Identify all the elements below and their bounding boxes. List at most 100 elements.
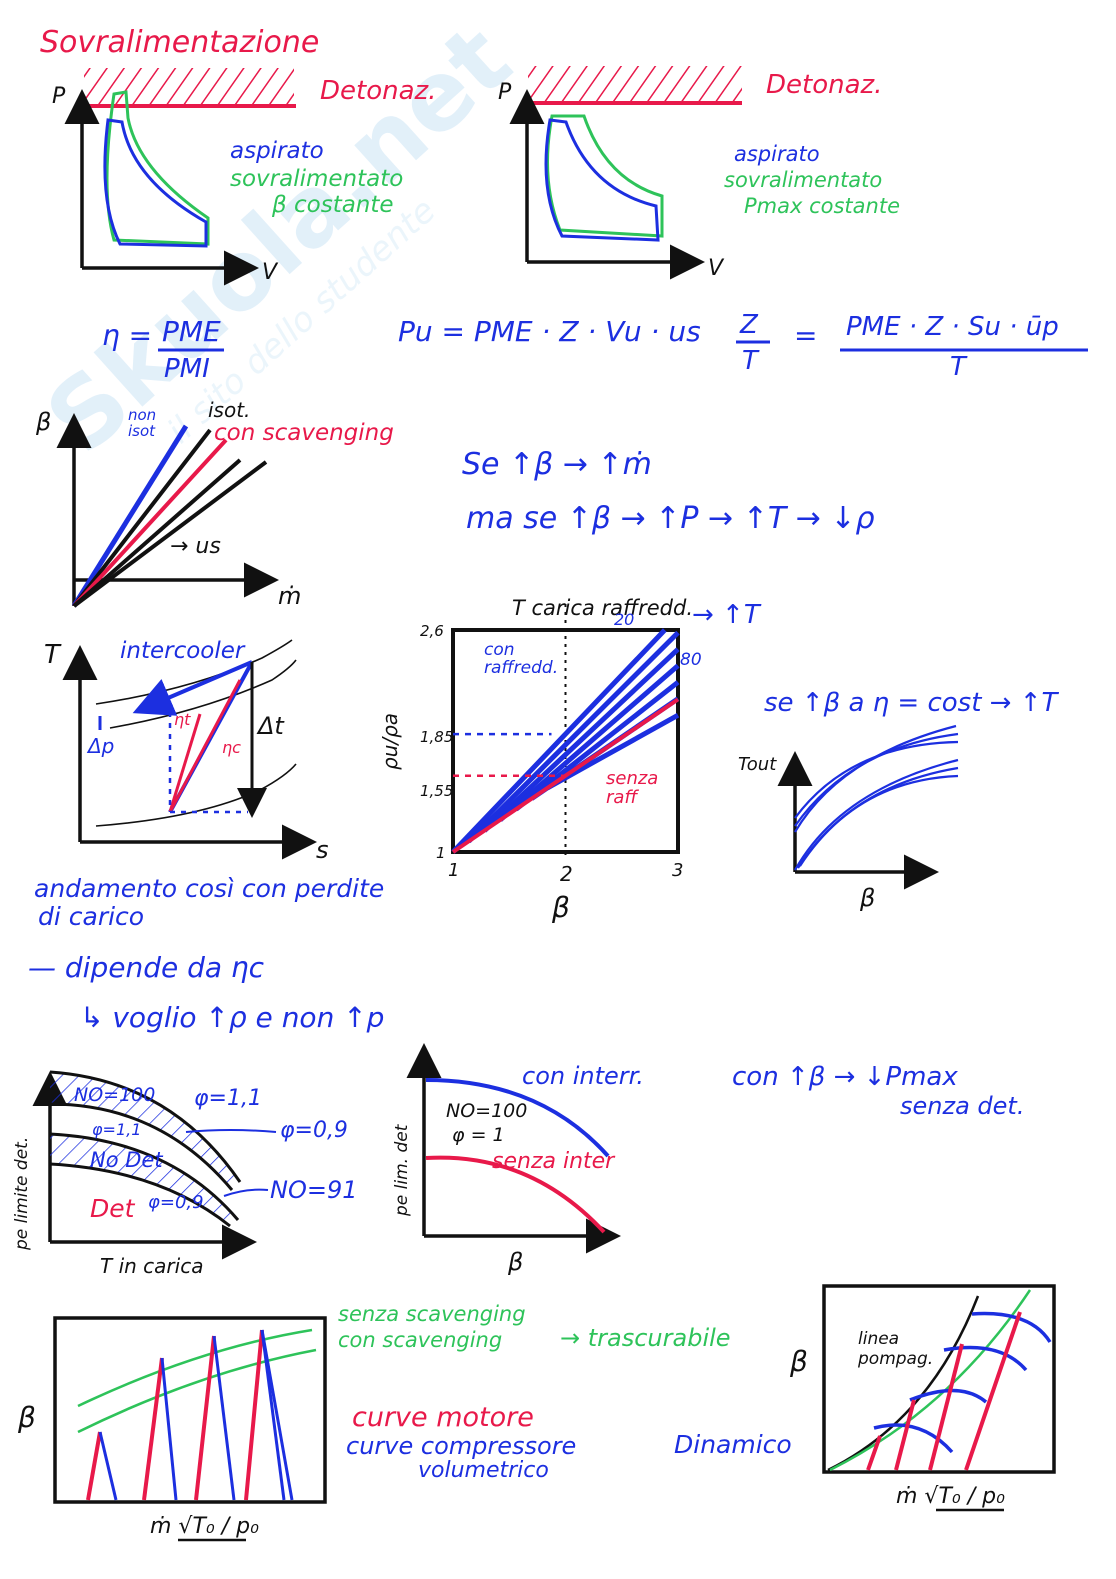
eta-denominator: PMI [164, 354, 210, 384]
ts-diagram [62, 639, 317, 860]
tout-diagram [777, 724, 959, 890]
red-line-1 [86, 1431, 102, 1501]
surge-line [827, 1295, 980, 1472]
pv-right-legend-supercharged: sovralimentato [724, 168, 883, 192]
engine-curve-1 [866, 1435, 882, 1471]
pv-left-xlabel: V [262, 260, 278, 285]
label-without-cooling: senza raff [606, 768, 659, 808]
pv-right-legend-aspirated: aspirato [734, 142, 820, 166]
page-title: Sovralimentazione [40, 25, 320, 60]
cooled-line [482, 647, 680, 833]
label-no100: NO=100 [74, 1084, 156, 1106]
label-no100-pe: NO=100 [446, 1100, 528, 1122]
speed-curve-4 [971, 1311, 1052, 1343]
speed-curve-2 [909, 1388, 988, 1404]
power-lhs: Pu = PME · Z · Vu · us [398, 315, 701, 348]
label-us: → us [170, 534, 221, 559]
cycle-supercharged-right [546, 114, 664, 238]
pv-right-legend-pmax: Pmax costante [744, 194, 900, 218]
note-pmax-1: con ↑β → ↓Pmax [732, 1062, 958, 1092]
pv-left-ylabel: P [52, 84, 66, 109]
line-label-80: 80 [680, 650, 702, 670]
ytick-2-6: 2,6 [420, 622, 444, 640]
ytick-1-85: 1,85 [420, 728, 454, 746]
note-beta-1: Se ↑β → ↑ṁ [462, 447, 652, 482]
dynamic-frame [822, 1284, 1056, 1474]
label-no91: NO=91 [270, 1176, 358, 1204]
label-det: Det [90, 1194, 135, 1223]
pv-right-xlabel: V [708, 256, 724, 281]
power-frac1-num: Z [740, 310, 758, 340]
volumetric-frame [53, 1316, 327, 1504]
cooled-line [498, 663, 680, 822]
label-eta-c: ηc [222, 738, 241, 757]
note-andamento-1: andamento così con perdite [34, 874, 385, 903]
label-compressor-curves: curve compressore [346, 1432, 577, 1460]
green-curve-upper [77, 1328, 313, 1408]
label-with-cooling: con raffredd. [484, 640, 559, 678]
label-delta-p: Δp [88, 734, 115, 758]
label-delta-t: Δt [258, 712, 284, 740]
ytick-1: 1 [436, 844, 446, 862]
intercooler-arrow [132, 660, 253, 716]
pe-ylabel: pe lim. det [392, 1124, 412, 1216]
note-pmax-2: senza det. [900, 1092, 1025, 1120]
tout-xlabel: β [860, 884, 876, 912]
vol-legend-without: senza scavenging [338, 1302, 526, 1326]
pv-left-legend-aspirated: aspirato [230, 138, 324, 164]
red-line-2 [142, 1357, 164, 1501]
label-engine-curves: curve motore [352, 1402, 534, 1433]
label-eta-t: ηt [174, 710, 191, 729]
detonation-label-left: Detonaz. [320, 76, 437, 106]
cooled-line [466, 630, 680, 844]
pe-beta-diagram [406, 1043, 621, 1254]
volumetric-diagram [53, 1316, 327, 1504]
line-non-isot [71, 424, 189, 608]
pv-left-legend-beta: β costante [272, 192, 394, 218]
label-non-isot: non isot [128, 406, 157, 440]
line-label-20: 20 [614, 610, 635, 629]
ratio-xlabel: β [552, 891, 570, 924]
xtick-3: 3 [672, 860, 684, 881]
note-beta-2: ma se ↑β → ↑P → ↑T → ↓ρ [466, 501, 875, 536]
pv-right-diagram [509, 66, 742, 280]
vol-xlabel: ṁ √T₀ / p₀ [150, 1514, 259, 1539]
label-phi09: φ=0,9 [280, 1118, 348, 1143]
det-curve-3 [49, 1132, 240, 1221]
label-no-det: No Det [90, 1148, 163, 1172]
label-without-inter: senza inter [492, 1149, 615, 1174]
tout-curve-5 [797, 766, 959, 869]
compression-red [168, 679, 242, 813]
note-eta-const: se ↑β a η = cost → ↑T [764, 688, 1058, 718]
power-frac1-den: T [742, 346, 758, 376]
tout-curve-3 [794, 740, 959, 819]
cycle-aspirated-right [544, 118, 660, 242]
hatch-band-top [50, 1072, 240, 1190]
label-volumetric: volumetrico [418, 1458, 549, 1483]
no91-leader [223, 1188, 269, 1197]
detonation-hatch-right [528, 66, 742, 102]
eta-lhs: η = [102, 319, 153, 352]
blue-line-2 [160, 1357, 178, 1501]
label-phi1-pe: φ = 1 [452, 1124, 505, 1146]
dyn-xlabel: ṁ √T₀ / p₀ [896, 1484, 1005, 1509]
phi-leader [185, 1129, 277, 1133]
green-curve-lower [77, 1348, 317, 1434]
note-andamento-2: di carico [38, 902, 145, 931]
engine-curve-2 [894, 1399, 916, 1471]
dynamic-diagram [822, 1284, 1056, 1474]
ratio-top-label: T carica raffredd. [512, 596, 694, 620]
ratio-top-arrow: → ↑T [692, 600, 760, 630]
compression-red-2 [168, 713, 202, 813]
pv-left-diagram [64, 68, 296, 286]
red-line-3 [194, 1335, 216, 1501]
ratio-chart [451, 604, 680, 858]
vol-legend-negligible: → trascurabile [560, 1324, 731, 1352]
line-isot [72, 428, 212, 608]
engine-curve-4 [964, 1311, 1022, 1471]
red-line-4 [244, 1329, 264, 1501]
speed-curve-1 [873, 1423, 954, 1454]
det-curve-2 [49, 1102, 234, 1191]
vol-legend-with: con scavenging [338, 1328, 503, 1352]
line-black-3 [72, 460, 268, 608]
